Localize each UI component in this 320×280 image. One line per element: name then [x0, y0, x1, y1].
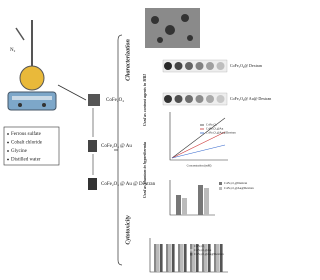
hyperthermia-plot — [169, 180, 215, 216]
legend-label: CoFe₂O₄@Dextran — [224, 181, 248, 185]
reactor — [7, 20, 57, 111]
mri-vial — [185, 62, 193, 70]
reagent: Glycine — [11, 149, 28, 154]
product-swatch — [88, 178, 97, 190]
mri-vial — [174, 95, 183, 103]
legend-label: CoFe₂O₄@Au — [194, 248, 212, 252]
cyto-bar — [172, 244, 175, 272]
mri-vial — [216, 62, 225, 70]
cyto-bar — [196, 244, 199, 272]
product-label: CoFe₂O₄ @ Au @ Dextran — [101, 182, 156, 187]
cyto-bar — [205, 244, 208, 272]
gas-label: N₂ — [10, 48, 16, 53]
legend-swatch — [219, 187, 222, 190]
tem-particles — [151, 14, 193, 43]
mri-vial — [195, 62, 204, 70]
reagent: Cobalt chloride — [11, 141, 43, 146]
mri-label: CoFe₂O₄@ Au@ Dextran — [230, 96, 271, 101]
cyto-bar — [169, 244, 172, 272]
mri-vial — [206, 62, 214, 70]
product-swatch — [88, 94, 100, 106]
reagent: Distilled water — [11, 158, 41, 163]
branch-label: Cytotoxicity — [125, 215, 131, 245]
product-swatch — [88, 140, 97, 152]
bullet — [7, 150, 9, 152]
arrow — [57, 84, 87, 101]
mri-vial — [206, 95, 214, 103]
mri-vial — [164, 95, 172, 103]
legend-label: CoFe₂O₄@Au — [206, 127, 224, 131]
cyto-bar — [178, 244, 181, 272]
cyto-bar — [166, 244, 169, 272]
mri-vial — [164, 62, 172, 70]
branch-label: Characterization — [125, 39, 131, 81]
mri-vial — [174, 62, 183, 70]
legend-swatch — [219, 182, 222, 185]
cyto-bar — [181, 244, 184, 272]
cyto-bar — [190, 244, 193, 272]
legend-label: CoFe₂O₄@Au@Dextran — [206, 131, 236, 135]
mri-vial — [195, 95, 204, 103]
relaxivity-plot — [169, 112, 228, 161]
cyto-bar — [214, 244, 217, 272]
mri-vial — [216, 95, 225, 103]
bullet — [7, 158, 9, 161]
cyto-bar — [202, 244, 205, 272]
x-axis-label: Concentration (mM) — [187, 164, 212, 168]
cyto-bar — [160, 244, 163, 272]
mri-label: CoFe₂O₄@ Dextran — [230, 63, 262, 68]
cyto-bar — [154, 244, 157, 272]
cyto-bar — [208, 244, 211, 272]
legend-swatch — [190, 245, 193, 248]
product-label: CoFe₂O₄ @ Au — [101, 144, 132, 149]
cyto-bar — [193, 244, 196, 272]
cyto-bar — [157, 244, 160, 272]
legend-label: CoFe₂O₄@Au@Dextran — [224, 186, 254, 190]
graphical-abstract: N₂ Ferrous sulfate Cobalt chloride Glycine… — [3, 8, 272, 273]
branch-label: Used as phantom in hyperthermia — [142, 142, 147, 198]
product-label: CoFe₂O₄ — [106, 98, 124, 103]
cyto-bar — [220, 244, 223, 272]
reagent-box — [3, 126, 60, 166]
legend-label: CoFe₂O₄@Au@Dextran — [194, 252, 224, 256]
legend-label: CoFe₂O₄ — [206, 123, 217, 127]
legend-swatch — [190, 249, 193, 252]
cyto-bar — [217, 244, 220, 272]
legend-label: CoFe₂O₄ — [194, 244, 205, 248]
cyto-bar — [184, 244, 187, 272]
branch-label: Used as contrast agents in MRI — [142, 74, 147, 126]
bracket — [114, 34, 123, 266]
reagent: Ferrous sulfate — [11, 132, 42, 137]
bullet — [7, 141, 9, 144]
cytotoxicity-plot — [149, 238, 228, 273]
mri-vial — [185, 95, 193, 103]
bullet — [7, 133, 9, 135]
legend-swatch — [190, 253, 193, 256]
